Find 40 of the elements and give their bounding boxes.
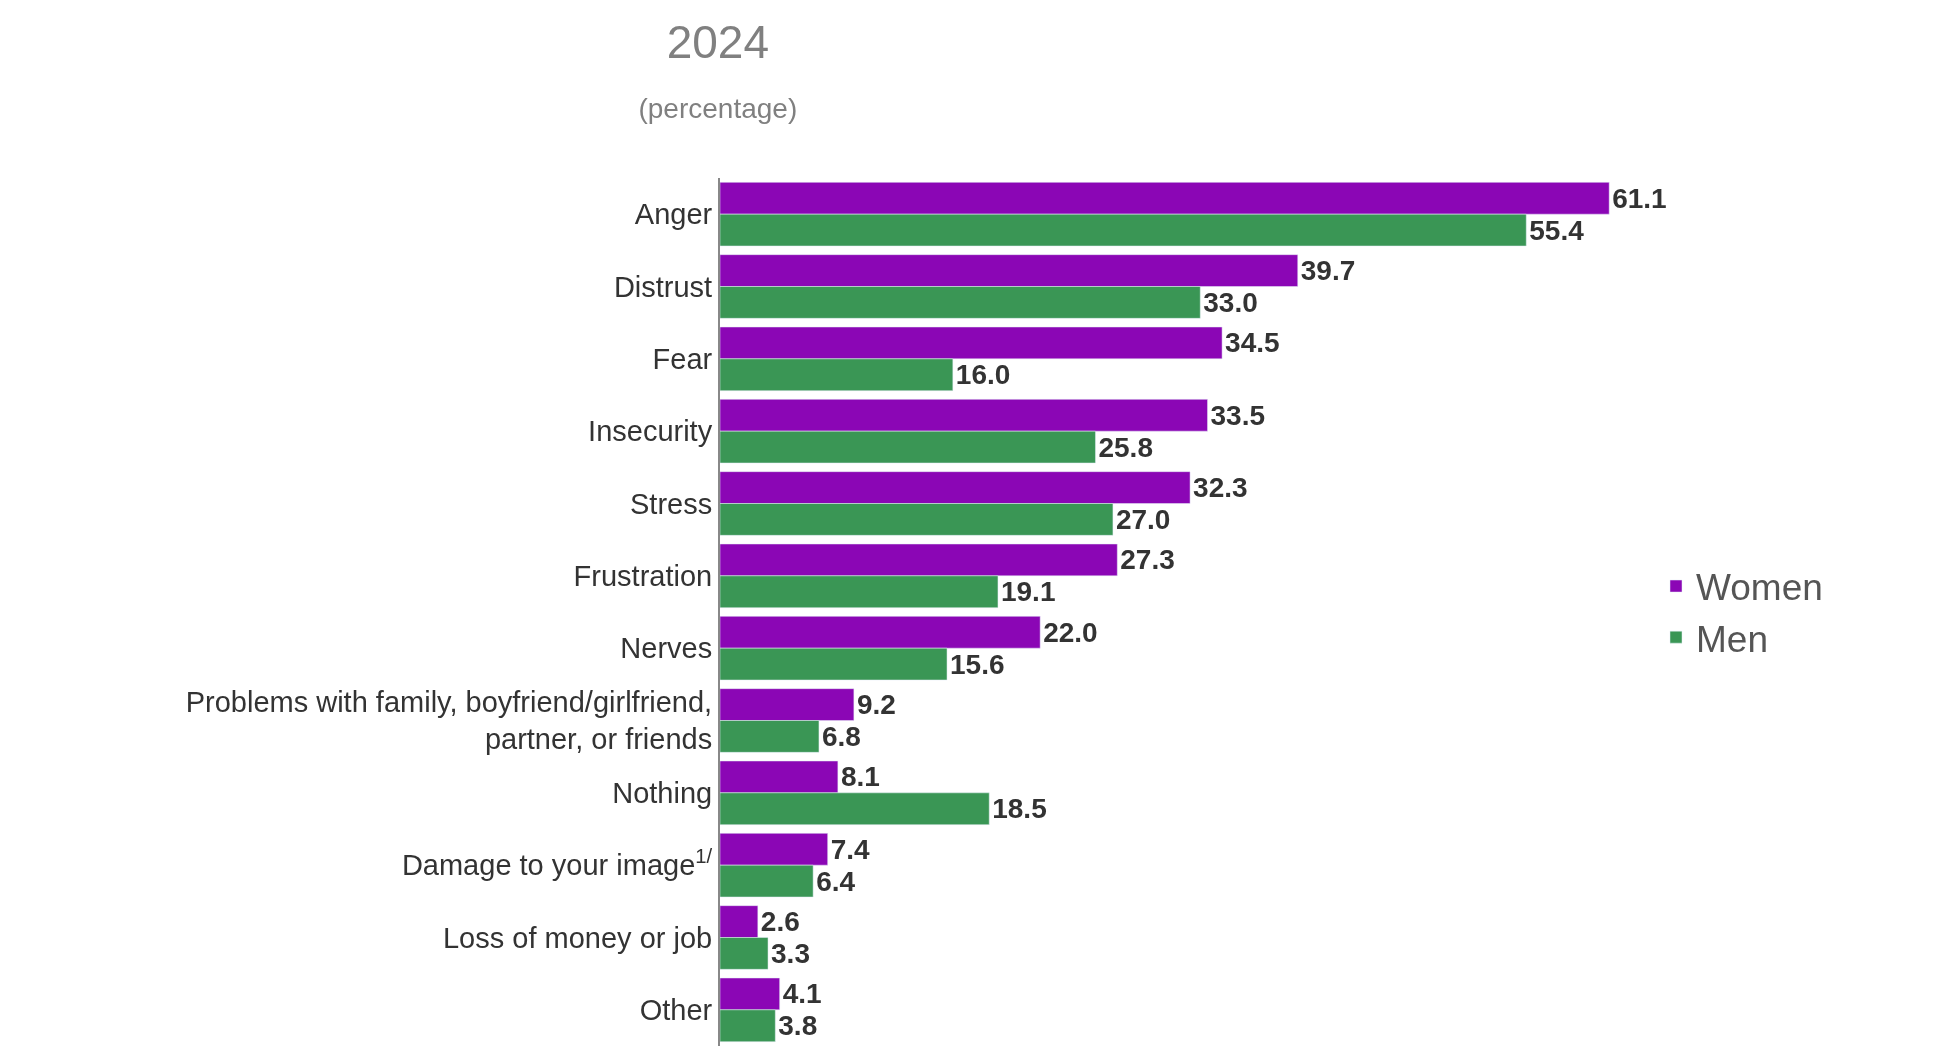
- legend-label: Women: [1696, 567, 1823, 609]
- chart-subtitle: (percentage): [638, 92, 798, 124]
- y-tick-label: Distrust: [613, 270, 713, 303]
- data-label: 32.3: [1193, 472, 1248, 504]
- data-label: 34.5: [1225, 327, 1280, 359]
- y-tick-label: Problems with family, boyfriend/girlfriend, partner, or friends: [185, 685, 713, 756]
- y-tick-label: Fear: [652, 342, 713, 375]
- y-tick-label: Nerves: [620, 632, 713, 665]
- data-label: 27.0: [1115, 503, 1171, 535]
- legend-label: Men: [1696, 618, 1768, 660]
- y-tick-label: Other: [639, 993, 713, 1026]
- data-label: 9.2: [856, 689, 896, 721]
- data-label: 3.3: [771, 937, 810, 969]
- y-tick-label: Stress: [630, 487, 713, 520]
- data-label: 55.4: [1529, 214, 1585, 246]
- y-tick-label: Damage to your image$^{1/}$: [401, 845, 713, 882]
- data-label: 33.0: [1203, 286, 1258, 318]
- y-tick-label: Anger: [634, 198, 713, 231]
- data-label: 6.4: [816, 865, 856, 897]
- y-tick-label: Insecurity: [588, 415, 713, 448]
- data-label: 19.1: [1000, 576, 1056, 608]
- data-label: 4.1: [782, 978, 822, 1010]
- data-label: 2.6: [760, 906, 800, 938]
- data-label: 25.8: [1098, 431, 1153, 463]
- data-label: 3.8: [778, 1010, 818, 1042]
- data-label: 15.6: [950, 648, 1005, 680]
- data-label: 6.8: [821, 720, 861, 752]
- data-label: 16.0: [955, 359, 1011, 391]
- data-label: 7.4: [830, 833, 871, 865]
- y-tick-label: Frustration: [573, 559, 713, 592]
- y-tick-label: Nothing: [612, 776, 713, 809]
- data-label: 18.5: [992, 793, 1047, 825]
- data-label: 8.1: [840, 761, 880, 793]
- data-label: 39.7: [1300, 255, 1356, 287]
- data-label: 27.3: [1120, 544, 1175, 576]
- data-label: 22.0: [1043, 616, 1098, 648]
- y-tick-label: Loss of money or job: [443, 921, 713, 954]
- data-label: 61.1: [1612, 182, 1667, 214]
- data-label: 33.5: [1210, 399, 1266, 431]
- chart-title: 2024: [666, 15, 770, 68]
